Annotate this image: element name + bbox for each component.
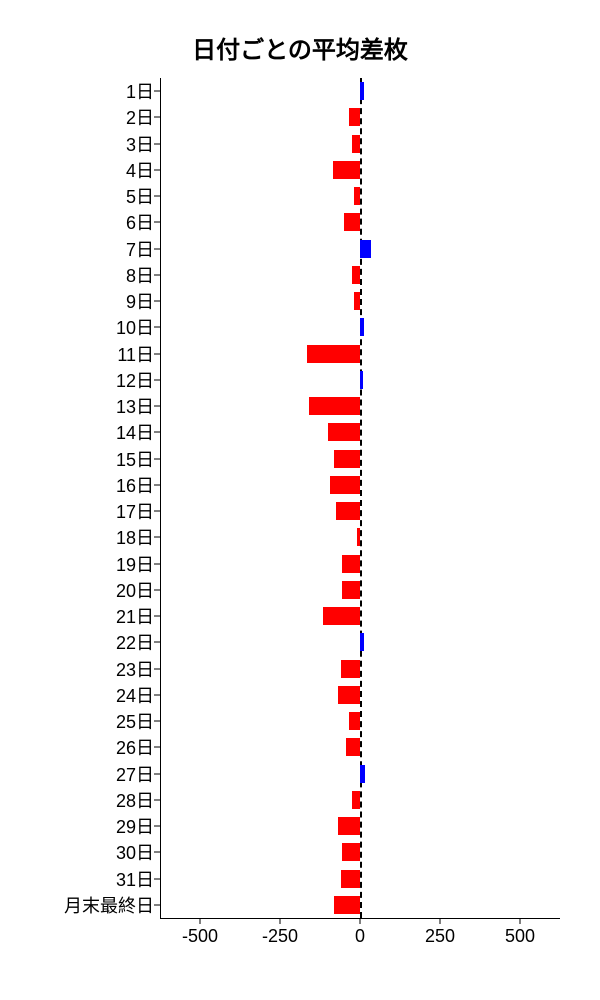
data-bar	[360, 633, 364, 651]
data-bar	[354, 187, 360, 205]
y-category-label: 6日	[126, 209, 160, 235]
data-bar	[333, 161, 360, 179]
data-bar	[307, 345, 360, 363]
data-bar	[360, 82, 364, 100]
data-bar	[338, 686, 360, 704]
x-tick-label: -500	[182, 918, 218, 947]
y-category-label: 2日	[126, 104, 160, 130]
x-tick-label: 500	[505, 918, 535, 947]
data-bar	[360, 240, 371, 258]
data-bar	[349, 108, 360, 126]
data-bar	[352, 791, 360, 809]
data-bar	[342, 843, 360, 861]
plot-area: -500-25002505001日2日3日4日5日6日7日8日9日10日11日1…	[160, 78, 560, 918]
data-bar	[338, 817, 360, 835]
x-tick-label: 0	[355, 918, 365, 947]
data-bar	[336, 502, 360, 520]
y-category-label: 19日	[116, 551, 160, 577]
data-bar	[360, 765, 365, 783]
data-bar	[344, 213, 360, 231]
data-bar	[334, 896, 360, 914]
y-category-label: 5日	[126, 183, 160, 209]
data-bar	[346, 738, 360, 756]
y-category-label: 14日	[116, 419, 160, 445]
x-tick-label: -250	[262, 918, 298, 947]
y-category-label: 月末最終日	[64, 892, 160, 918]
y-category-label: 30日	[116, 839, 160, 865]
data-bar	[334, 450, 360, 468]
y-category-label: 17日	[116, 498, 160, 524]
y-axis-line	[160, 78, 161, 918]
data-bar	[342, 555, 360, 573]
y-category-label: 20日	[116, 577, 160, 603]
y-category-label: 12日	[116, 367, 160, 393]
y-category-label: 25日	[116, 708, 160, 734]
data-bar	[352, 135, 360, 153]
data-bar	[323, 607, 360, 625]
y-category-label: 15日	[116, 446, 160, 472]
y-category-label: 7日	[126, 236, 160, 262]
data-bar	[357, 528, 360, 546]
y-category-label: 31日	[116, 866, 160, 892]
y-category-label: 3日	[126, 131, 160, 157]
y-category-label: 1日	[126, 78, 160, 104]
y-category-label: 4日	[126, 157, 160, 183]
chart-container: 日付ごとの平均差枚 -500-25002505001日2日3日4日5日6日7日8…	[0, 0, 600, 1000]
y-category-label: 28日	[116, 787, 160, 813]
data-bar	[360, 318, 364, 336]
y-category-label: 8日	[126, 262, 160, 288]
y-category-label: 18日	[116, 524, 160, 550]
data-bar	[342, 581, 360, 599]
data-bar	[360, 371, 363, 389]
data-bar	[328, 423, 360, 441]
y-category-label: 10日	[116, 314, 160, 340]
data-bar	[354, 292, 360, 310]
chart-title: 日付ごとの平均差枚	[0, 30, 600, 65]
y-category-label: 24日	[116, 682, 160, 708]
y-category-label: 22日	[116, 629, 160, 655]
y-category-label: 23日	[116, 656, 160, 682]
y-category-label: 26日	[116, 734, 160, 760]
data-bar	[309, 397, 360, 415]
data-bar	[349, 712, 360, 730]
y-category-label: 21日	[116, 603, 160, 629]
data-bar	[341, 660, 360, 678]
y-category-label: 27日	[116, 761, 160, 787]
data-bar	[341, 870, 360, 888]
y-category-label: 29日	[116, 813, 160, 839]
y-category-label: 9日	[126, 288, 160, 314]
y-category-label: 16日	[116, 472, 160, 498]
data-bar	[330, 476, 360, 494]
y-category-label: 11日	[117, 341, 160, 367]
zero-reference-line	[360, 78, 362, 918]
y-category-label: 13日	[116, 393, 160, 419]
x-tick-label: 250	[425, 918, 455, 947]
data-bar	[352, 266, 360, 284]
